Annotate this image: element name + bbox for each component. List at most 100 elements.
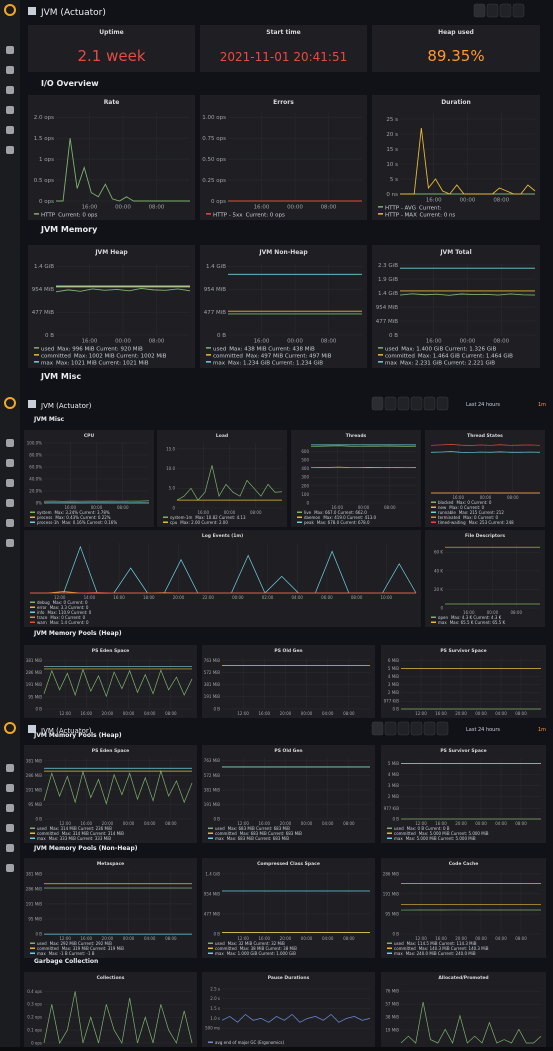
toolbar-button[interactable] (385, 722, 396, 735)
y-tick-label: 1.9 GiB (378, 277, 398, 283)
toolbar-button[interactable] (513, 4, 524, 17)
panel-title[interactable]: Pause Durations (268, 975, 310, 981)
row-title[interactable]: JVM Misc (40, 372, 81, 381)
toolbar-button[interactable] (372, 397, 383, 410)
panel-title[interactable]: JVM Heap (94, 249, 128, 256)
toolbar-button[interactable] (398, 397, 409, 410)
time-range[interactable]: Last 24 hours (466, 727, 500, 733)
panel-title[interactable]: PS Eden Space (92, 748, 129, 754)
panel-title[interactable]: Thread States (467, 433, 503, 439)
row-title[interactable]: JVM Misc (33, 416, 65, 423)
sidebar-icon[interactable] (6, 66, 14, 74)
panel-title[interactable]: Allocated/Promoted (438, 975, 488, 981)
panel-title[interactable]: Collections (97, 975, 125, 981)
sidebar-icon[interactable] (6, 146, 14, 154)
panel-title[interactable]: Compressed Class Space (257, 861, 320, 867)
panel-title[interactable]: PS Old Gen (274, 748, 302, 754)
dashboard-title[interactable]: JVM (Actuator) (40, 8, 106, 18)
sidebar-icon[interactable] (6, 459, 14, 467)
panel-title[interactable]: PS Survivor Space (440, 748, 486, 754)
toolbar-button[interactable] (500, 4, 511, 17)
toolbar-button[interactable] (372, 722, 383, 735)
panel-title[interactable]: Code Cache (449, 861, 479, 867)
toolbar-button[interactable] (411, 397, 422, 410)
toolbar-button[interactable] (385, 397, 396, 410)
sidebar-icon[interactable] (6, 824, 14, 832)
toolbar-button[interactable] (437, 722, 448, 735)
sidebar-icon[interactable] (6, 479, 14, 487)
sidebar-icon[interactable] (6, 539, 14, 547)
panel-title[interactable]: JVM Non-Heap (258, 249, 308, 256)
sidebar-icon[interactable] (6, 844, 14, 852)
sidebar-icon[interactable] (6, 804, 14, 812)
sidebar-icon[interactable] (6, 784, 14, 792)
panel-title[interactable]: PS Eden Space (92, 648, 129, 654)
panel-title[interactable]: PS Survivor Space (440, 648, 486, 654)
panel-title[interactable]: Errors (273, 99, 294, 106)
panel-title[interactable]: Metaspace (97, 861, 124, 867)
x-tick-label: 20:00 (455, 821, 467, 826)
refresh-interval[interactable]: 1m (538, 727, 546, 733)
panel-title[interactable]: Log Events (1m) (202, 533, 243, 539)
panel-title[interactable]: JVM Total (439, 249, 471, 256)
row-title[interactable]: I/O Overview (41, 79, 99, 88)
toolbar-button[interactable] (437, 397, 448, 410)
panel-title[interactable]: PS Old Gen (274, 648, 302, 654)
panel-title[interactable]: Threads (346, 433, 367, 439)
toolbar-button[interactable] (398, 722, 409, 735)
legend-entry[interactable]: avg end of major GC (Ergonomics) (215, 1040, 284, 1045)
row-title[interactable]: Garbage Collection (34, 958, 98, 965)
row-title[interactable]: JVM Memory Pools (Heap) (33, 630, 122, 637)
row-title[interactable]: JVM Memory (40, 225, 98, 234)
toolbar-button[interactable] (474, 4, 485, 17)
toolbar-button[interactable] (487, 4, 498, 17)
row-title[interactable]: JVM Memory Pools (Heap) (33, 732, 122, 739)
panel-title[interactable]: Rate (104, 99, 120, 106)
sidebar-icon[interactable] (6, 519, 14, 527)
sidebar-icon[interactable] (6, 864, 14, 872)
refresh-interval[interactable]: 1m (538, 402, 546, 408)
sidebar-icon[interactable] (6, 499, 14, 507)
time-range[interactable]: Last 24 hours (466, 402, 500, 408)
panel-title[interactable]: Duration (441, 99, 471, 106)
sidebar-icon[interactable] (6, 439, 14, 447)
panel-title[interactable]: CPU (84, 433, 95, 439)
sidebar-icon[interactable] (6, 46, 14, 54)
toolbar-button[interactable] (411, 722, 422, 735)
panel-title[interactable]: File Descriptors (465, 533, 505, 539)
row-title[interactable]: JVM Memory Pools (Non-Heap) (33, 845, 138, 852)
toolbar-button[interactable] (424, 722, 435, 735)
y-tick-label: 100.0% (27, 440, 42, 445)
sidebar-icon[interactable] (6, 764, 14, 772)
toolbar-button[interactable] (424, 397, 435, 410)
sidebar-icon[interactable] (6, 126, 14, 134)
panel-title[interactable]: Load (216, 433, 228, 439)
legend-swatch (387, 943, 392, 945)
legend-stats: Max: 0.16% Current: 0.16% (62, 520, 117, 525)
dashboard-title[interactable]: JVM (Actuator) (40, 402, 92, 410)
sidebar-icon[interactable] (6, 106, 14, 114)
sidebar-icon[interactable] (6, 86, 14, 94)
